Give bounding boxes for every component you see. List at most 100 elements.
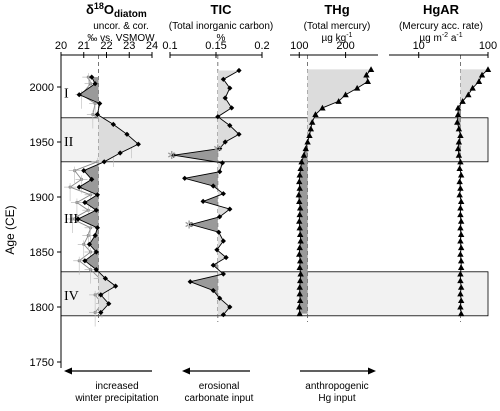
panel-hgar-header: HgAR (Mercury acc. rate) µg m-2 a-1 [399, 2, 483, 44]
d18o-point-cor-11 [89, 176, 95, 182]
d18o-point-cor-10 [81, 168, 87, 174]
tic-outlier-star-1: ✲ [167, 150, 176, 162]
d18o-fill-below-cor [78, 77, 99, 272]
tic-point-main-2 [227, 85, 233, 91]
tic-point-main-30 [220, 312, 226, 318]
thg-point-main-8 [309, 119, 316, 125]
hgar-point-main-13 [455, 152, 463, 158]
tic-point-main-14 [210, 183, 216, 189]
hgar-point-main-30 [457, 264, 465, 270]
hgar-x-tick-label-1: 100 [479, 40, 497, 52]
d18o-point-cor-4 [94, 111, 100, 118]
tic-point-main-21 [220, 238, 226, 244]
hgar-point-main-37 [457, 310, 465, 317]
d18o-point-cor-19 [86, 241, 93, 247]
y-tick-label-0: 1750 [30, 357, 54, 369]
thg-point-main-35 [296, 297, 304, 303]
hgar-point-main-24 [457, 224, 464, 231]
hgar-point-main-17 [456, 178, 463, 185]
thg-point-main-31 [297, 270, 304, 277]
tic-point-main-25 [220, 271, 226, 277]
panel-thg-title: THg [324, 2, 349, 17]
d18o-fill-above-cor [98, 103, 139, 313]
panel-d18o-title: δ18Odiatom [86, 1, 147, 20]
thg-point-main-23 [296, 218, 303, 224]
d18o-point-cor-23 [102, 275, 108, 281]
hgar-point-main-33 [457, 284, 465, 290]
thg-fill-above-main [307, 69, 372, 142]
panel-d18o-subtitle-1: uncor. & cor. [93, 21, 149, 32]
tic-point-main-20 [216, 229, 222, 235]
d18o-x-tick-label-1: 21 [78, 40, 90, 52]
thg-point-main-6 [319, 104, 326, 111]
thg-point-main-18 [296, 185, 303, 191]
thg-x-tick-label-0: 100 [290, 40, 308, 52]
hgar-point-main-29 [457, 257, 465, 264]
hgar-point-main-25 [457, 231, 465, 237]
d18o-x-tick-label-4: 24 [146, 40, 158, 52]
panel-hgar-title: HgAR [423, 2, 460, 17]
thg-point-main-26 [297, 237, 304, 244]
y-tick-label-5: 2000 [30, 82, 54, 94]
thg-point-main-25 [296, 231, 304, 237]
d18o-point-cor-24 [113, 283, 119, 289]
tic-point-main-24 [210, 262, 216, 268]
thg-point-main-27 [296, 244, 303, 251]
hgar-point-main-1 [478, 71, 486, 78]
hgar-fill-above-main [460, 69, 488, 314]
hgar-point-main-14 [457, 158, 464, 165]
tic-outlier-star-0: ✲ [213, 144, 222, 156]
d18o-point-cor-2 [76, 92, 82, 98]
tic-point-main-0 [236, 67, 242, 74]
thg-x-tick-label-1: 200 [336, 40, 354, 52]
tic-point-main-19 [188, 221, 194, 228]
hgar-point-main-16 [457, 171, 465, 178]
thg-point-main-2 [364, 78, 372, 85]
d18o-point-cor-8 [117, 150, 123, 156]
thg-point-main-21 [296, 204, 304, 211]
tic-point-main-27 [210, 287, 216, 294]
hgar-point-main-0 [484, 66, 492, 72]
y-tick-label-1: 1800 [30, 302, 54, 314]
arrow-thg: anthropogenic Hg input [300, 367, 376, 404]
d18o-point-cor-9 [101, 159, 107, 165]
thg-point-main-37 [296, 310, 303, 317]
thg-point-main-4 [342, 91, 349, 98]
hgar-point-main-18 [457, 185, 464, 191]
d18o-point-cor-13 [94, 192, 100, 198]
hgar-point-main-31 [457, 270, 464, 277]
d18o-point-cor-5 [110, 121, 116, 127]
panel-d18o-subtitle-2: ‰ vs. VSMOW [87, 33, 155, 44]
hgar-point-main-2 [475, 78, 483, 85]
hgar-point-main-20 [457, 198, 465, 204]
tic-point-main-6 [227, 122, 233, 129]
y-axis-title: Age (CE) [3, 205, 17, 254]
hgar-point-main-6 [454, 104, 462, 111]
thg-point-main-12 [302, 145, 309, 152]
tic-point-main-23 [223, 254, 229, 261]
d18o-point-cor-20 [93, 249, 99, 255]
d18o-point-cor-7 [135, 141, 141, 147]
thg-point-main-33 [296, 284, 303, 290]
d18o-point-cor-1 [92, 81, 98, 87]
zone-label-1: II [64, 135, 74, 150]
d18o-point-cor-0 [89, 74, 95, 80]
tic-point-main-26 [187, 279, 193, 285]
d18o-point-cor-14 [82, 199, 88, 206]
zone-label-0: I [64, 86, 69, 101]
hgar-point-main-19 [456, 191, 463, 198]
arrow-tic: erosional carbonate input [182, 367, 254, 404]
tic-point-main-5 [215, 114, 221, 120]
hgar-point-main-3 [469, 84, 476, 91]
d18o-point-cor-12 [76, 184, 82, 190]
tic-point-main-28 [217, 295, 223, 301]
tic-fill-above-main [217, 70, 239, 315]
hgar-point-main-35 [457, 297, 465, 303]
thg-point-main-15 [297, 165, 304, 171]
thg-point-main-14 [298, 158, 305, 165]
y-tick-label-2: 1850 [30, 247, 54, 259]
thg-point-main-11 [304, 138, 311, 145]
panel-hgar-subtitle-2: µg m-2 a-1 [419, 32, 462, 44]
tic-point-main-8 [222, 139, 228, 145]
